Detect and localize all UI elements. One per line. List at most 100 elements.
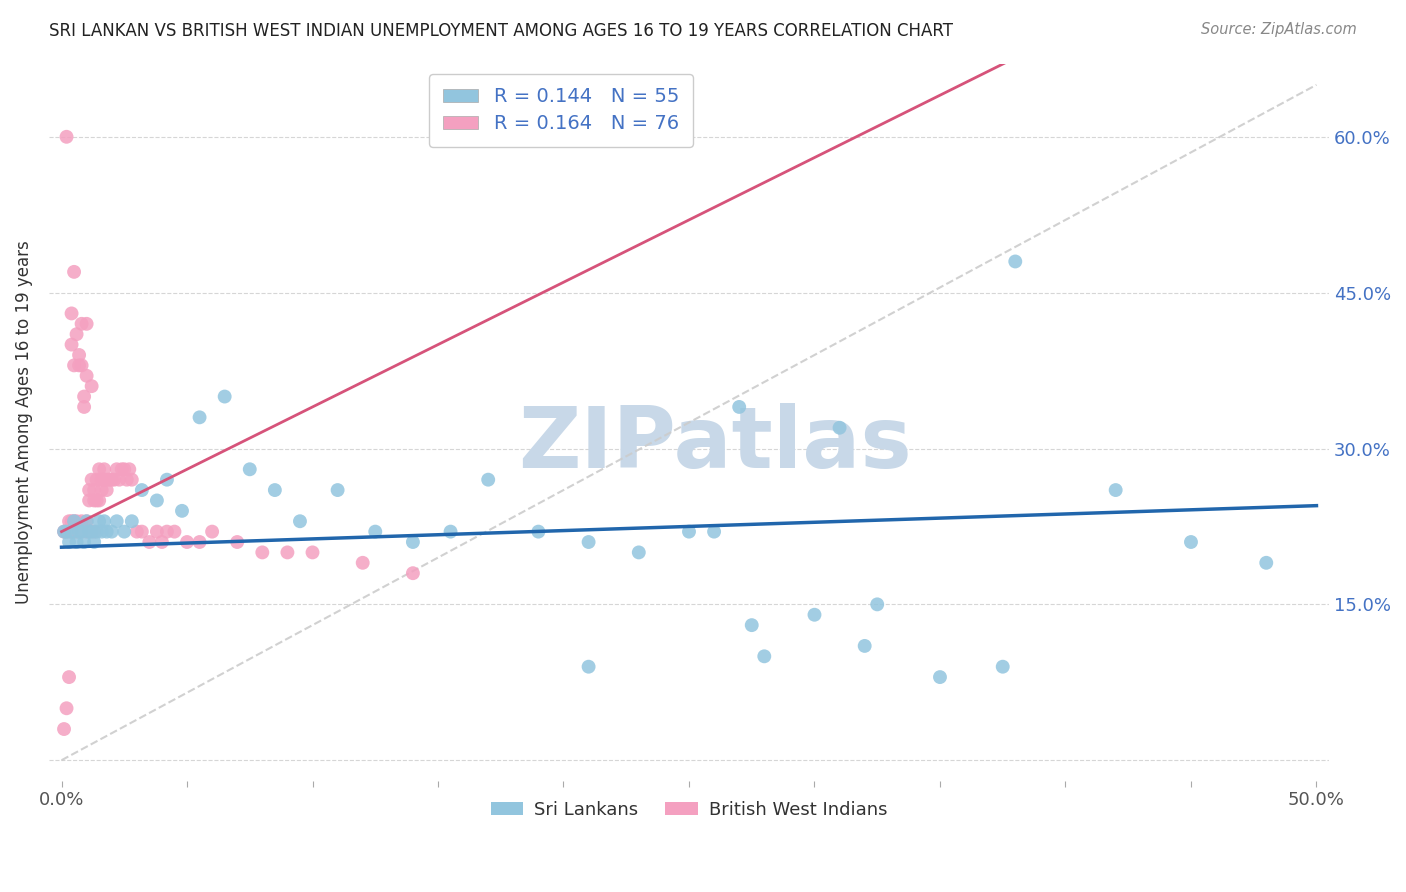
Point bbox=[239, 462, 262, 476]
Point bbox=[263, 483, 285, 497]
Point bbox=[73, 390, 96, 404]
Point bbox=[138, 535, 160, 549]
Point bbox=[53, 722, 76, 736]
Point bbox=[402, 566, 425, 581]
Point bbox=[83, 483, 105, 497]
Point bbox=[703, 524, 725, 539]
Point bbox=[60, 524, 83, 539]
Text: SRI LANKAN VS BRITISH WEST INDIAN UNEMPLOYMENT AMONG AGES 16 TO 19 YEARS CORRELA: SRI LANKAN VS BRITISH WEST INDIAN UNEMPL… bbox=[49, 22, 953, 40]
Point bbox=[63, 359, 86, 373]
Point bbox=[73, 535, 96, 549]
Point bbox=[578, 659, 600, 673]
Point bbox=[90, 524, 112, 539]
Point bbox=[96, 473, 118, 487]
Point bbox=[578, 535, 600, 549]
Point bbox=[65, 327, 87, 342]
Point bbox=[100, 524, 122, 539]
Point bbox=[67, 359, 90, 373]
Point bbox=[163, 524, 186, 539]
Point bbox=[93, 514, 115, 528]
Point bbox=[60, 306, 83, 320]
Point bbox=[76, 317, 98, 331]
Point bbox=[65, 535, 87, 549]
Point bbox=[103, 473, 125, 487]
Point bbox=[100, 473, 122, 487]
Point bbox=[67, 348, 90, 362]
Point bbox=[70, 524, 93, 539]
Point bbox=[828, 421, 851, 435]
Point bbox=[146, 524, 169, 539]
Point bbox=[118, 462, 141, 476]
Point bbox=[90, 483, 112, 497]
Point bbox=[214, 390, 236, 404]
Text: ZIPatlas: ZIPatlas bbox=[517, 402, 911, 485]
Point bbox=[83, 535, 105, 549]
Point bbox=[70, 359, 93, 373]
Point bbox=[112, 462, 135, 476]
Point bbox=[1105, 483, 1128, 497]
Point bbox=[58, 514, 80, 528]
Point bbox=[89, 462, 111, 476]
Point bbox=[853, 639, 876, 653]
Point bbox=[96, 524, 118, 539]
Point bbox=[288, 514, 311, 528]
Point bbox=[131, 524, 153, 539]
Point bbox=[326, 483, 349, 497]
Point bbox=[90, 473, 112, 487]
Point bbox=[131, 483, 153, 497]
Point bbox=[86, 493, 108, 508]
Point bbox=[58, 524, 80, 539]
Point bbox=[125, 524, 148, 539]
Point bbox=[176, 535, 198, 549]
Point bbox=[98, 473, 121, 487]
Point bbox=[188, 410, 211, 425]
Point bbox=[150, 535, 173, 549]
Point bbox=[121, 514, 143, 528]
Point bbox=[728, 400, 751, 414]
Point bbox=[439, 524, 461, 539]
Point bbox=[991, 659, 1014, 673]
Point bbox=[53, 524, 76, 539]
Point bbox=[53, 524, 76, 539]
Point bbox=[60, 524, 83, 539]
Point bbox=[86, 473, 108, 487]
Point bbox=[121, 473, 143, 487]
Point bbox=[754, 649, 776, 664]
Point bbox=[80, 473, 103, 487]
Point bbox=[111, 462, 134, 476]
Point bbox=[83, 493, 105, 508]
Text: Source: ZipAtlas.com: Source: ZipAtlas.com bbox=[1201, 22, 1357, 37]
Point bbox=[156, 524, 179, 539]
Point bbox=[77, 524, 100, 539]
Point bbox=[627, 545, 650, 559]
Y-axis label: Unemployment Among Ages 16 to 19 years: Unemployment Among Ages 16 to 19 years bbox=[15, 241, 32, 605]
Point bbox=[252, 545, 274, 559]
Point bbox=[76, 368, 98, 383]
Point bbox=[76, 514, 98, 528]
Point bbox=[105, 514, 128, 528]
Point bbox=[76, 524, 98, 539]
Point bbox=[402, 535, 425, 549]
Point bbox=[55, 524, 77, 539]
Point bbox=[1180, 535, 1202, 549]
Point bbox=[93, 462, 115, 476]
Point bbox=[70, 514, 93, 528]
Point bbox=[527, 524, 550, 539]
Point bbox=[678, 524, 700, 539]
Point bbox=[1004, 254, 1026, 268]
Point bbox=[70, 524, 93, 539]
Point bbox=[77, 524, 100, 539]
Point bbox=[80, 379, 103, 393]
Point bbox=[93, 473, 115, 487]
Point bbox=[65, 514, 87, 528]
Point bbox=[105, 462, 128, 476]
Point bbox=[83, 524, 105, 539]
Point bbox=[65, 524, 87, 539]
Point bbox=[112, 524, 135, 539]
Point bbox=[63, 514, 86, 528]
Point bbox=[58, 535, 80, 549]
Point bbox=[352, 556, 374, 570]
Point bbox=[58, 670, 80, 684]
Point bbox=[364, 524, 387, 539]
Point bbox=[741, 618, 763, 632]
